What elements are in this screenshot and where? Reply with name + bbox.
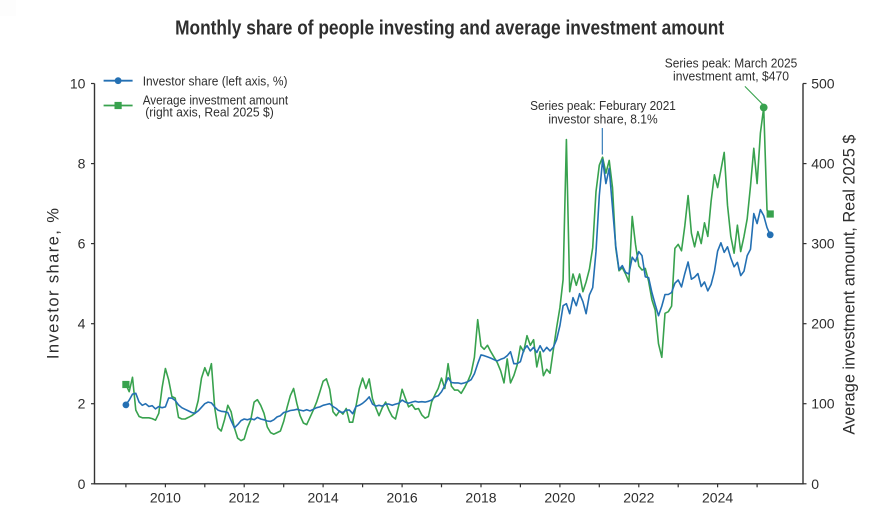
svg-text:2022: 2022	[623, 490, 654, 506]
svg-text:investor share, 8.1%: investor share, 8.1%	[548, 112, 658, 127]
svg-text:500: 500	[811, 76, 835, 92]
svg-text:0: 0	[78, 476, 86, 492]
svg-text:2: 2	[78, 396, 86, 412]
svg-text:2016: 2016	[387, 490, 418, 506]
svg-text:6: 6	[78, 236, 86, 252]
svg-text:0: 0	[811, 476, 819, 492]
svg-text:200: 200	[811, 316, 835, 332]
svg-text:4: 4	[78, 316, 86, 332]
svg-text:Investor share, %: Investor share, %	[45, 208, 63, 359]
svg-text:2012: 2012	[229, 490, 260, 506]
svg-text:300: 300	[811, 236, 835, 252]
svg-text:2018: 2018	[465, 490, 496, 506]
svg-text:Average investment amount: Average investment amount	[143, 92, 289, 107]
svg-text:2024: 2024	[702, 490, 733, 506]
svg-text:10: 10	[70, 76, 86, 92]
svg-text:Series peak: Feburary 2021: Series peak: Feburary 2021	[530, 98, 676, 113]
svg-text:Monthly share of people invest: Monthly share of people investing and av…	[175, 16, 724, 39]
svg-text:8: 8	[78, 156, 86, 172]
svg-text:2014: 2014	[308, 490, 339, 506]
svg-text:Series peak: March 2025: Series peak: March 2025	[665, 56, 798, 71]
svg-text:2020: 2020	[544, 490, 575, 506]
svg-text:(right axis, Real 2025 $): (right axis, Real 2025 $)	[145, 104, 274, 119]
svg-text:100: 100	[811, 396, 835, 412]
svg-text:400: 400	[811, 156, 835, 172]
svg-text:Investor share (left axis, %): Investor share (left axis, %)	[143, 73, 288, 88]
svg-text:Average investment amount, Rea: Average investment amount, Real 2025 $	[841, 135, 859, 435]
svg-text:investment amt, $470: investment amt, $470	[673, 69, 789, 84]
svg-text:2010: 2010	[150, 490, 181, 506]
